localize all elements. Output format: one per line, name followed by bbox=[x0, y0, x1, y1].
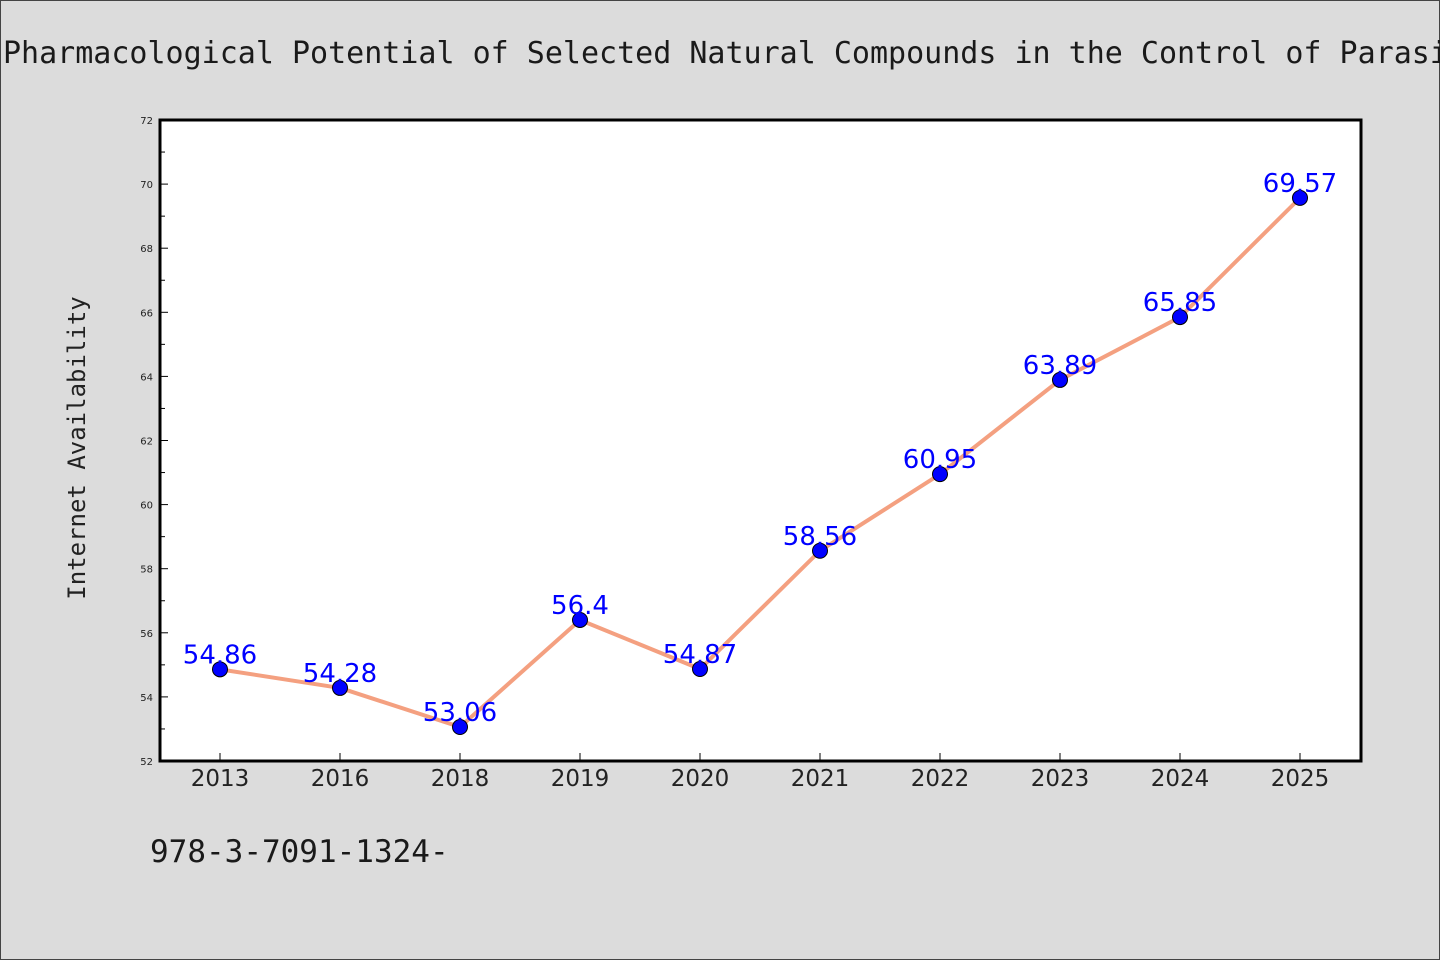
data-label: 65.85 bbox=[1143, 288, 1217, 318]
data-point bbox=[1172, 309, 1188, 326]
plot-area bbox=[160, 120, 1361, 761]
y-tick-label: 70 bbox=[140, 180, 153, 191]
y-tick-label: 72 bbox=[140, 116, 153, 127]
y-tick-label: 60 bbox=[140, 501, 153, 512]
data-label: 54.86 bbox=[183, 640, 257, 670]
data-label: 69.57 bbox=[1263, 169, 1337, 199]
data-label: 63.89 bbox=[1023, 351, 1097, 381]
y-tick-label: 66 bbox=[140, 308, 153, 319]
x-tick-label: 2018 bbox=[431, 766, 490, 792]
data-point bbox=[212, 661, 228, 678]
data-label: 54.87 bbox=[663, 640, 737, 670]
x-tick-label: 2024 bbox=[1151, 766, 1210, 792]
data-label: 53.06 bbox=[423, 698, 497, 728]
x-tick-label: 2016 bbox=[311, 766, 370, 792]
plot-border bbox=[158, 118, 1363, 763]
data-label: 60.95 bbox=[903, 445, 977, 475]
data-label: 54.28 bbox=[303, 659, 377, 689]
x-tick-label: 2013 bbox=[191, 766, 250, 792]
chart-title: Pharmacological Potential of Selected Na… bbox=[3, 36, 1440, 71]
data-point bbox=[452, 719, 468, 736]
x-tick-label: 2023 bbox=[1031, 766, 1090, 792]
y-tick-label: 52 bbox=[140, 757, 153, 768]
data-point bbox=[932, 466, 948, 483]
y-tick-label: 62 bbox=[140, 437, 153, 448]
x-tick-label: 2019 bbox=[551, 766, 610, 792]
y-tick-label: 58 bbox=[140, 565, 153, 576]
y-tick-label: 64 bbox=[140, 372, 153, 383]
data-point bbox=[1292, 189, 1308, 206]
data-label: 56.4 bbox=[551, 591, 609, 621]
data-point bbox=[1052, 371, 1068, 388]
x-tick-label: 2021 bbox=[791, 766, 850, 792]
data-point bbox=[812, 542, 828, 559]
data-label-group: 54.86 54.28 53.06 56.4 54.87 58.56 60.95 63.89 6… bbox=[183, 169, 1337, 728]
y-axis-title: Internet Availability bbox=[63, 296, 91, 599]
x-axis: 2013 2016 2018 2019 2020 2021 2022 2023 2024 2025 bbox=[191, 753, 1330, 792]
isbn-footnote: 978-3-7091-1324- bbox=[150, 834, 449, 870]
x-tick-label: 2020 bbox=[671, 766, 730, 792]
series-line bbox=[218, 195, 1302, 730]
y-tick-label: 68 bbox=[140, 244, 153, 255]
y-tick-label: 56 bbox=[140, 629, 153, 640]
data-point bbox=[572, 611, 588, 628]
x-tick-label: 2022 bbox=[911, 766, 970, 792]
data-label: 58.56 bbox=[783, 522, 857, 552]
series-group bbox=[212, 189, 1308, 736]
data-point bbox=[692, 661, 708, 678]
y-tick-label: 54 bbox=[140, 693, 153, 704]
data-point bbox=[332, 679, 348, 696]
x-tick-label: 2025 bbox=[1271, 766, 1330, 792]
